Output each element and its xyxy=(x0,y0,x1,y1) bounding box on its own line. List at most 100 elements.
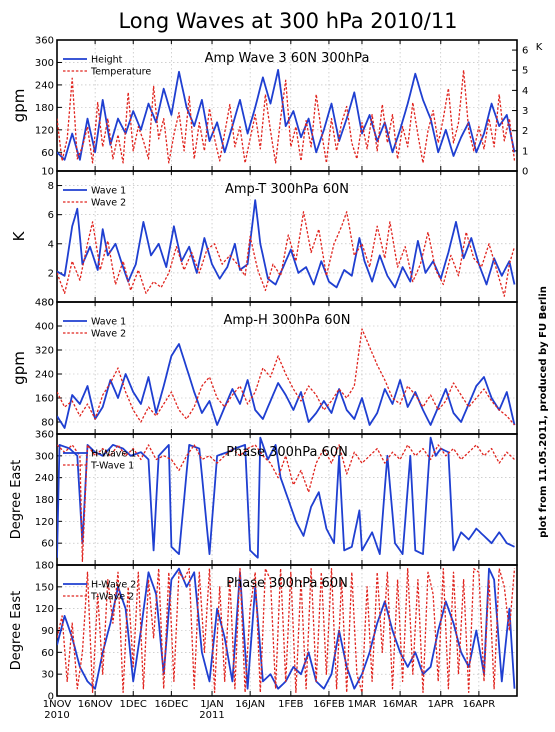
series-line-temperature xyxy=(57,69,516,164)
y-tick-label: 180 xyxy=(35,103,54,114)
panel-title: Amp-H 300hPa 60N xyxy=(223,313,350,328)
y-tick-label: 90 xyxy=(41,626,54,637)
legend-entry: Temperature xyxy=(90,67,151,78)
y-right-tick-label: 1 xyxy=(522,146,528,157)
y-tick-label: 120 xyxy=(35,125,54,136)
y-axis-label: gpm xyxy=(10,89,28,123)
x-tick-label: 1APR xyxy=(428,699,454,710)
x-tick-sublabel: 2010 xyxy=(44,710,69,721)
y-axis-label: K xyxy=(10,230,28,241)
series-line-wave-1 xyxy=(57,343,516,429)
panel-4-series xyxy=(57,436,515,563)
series-line-height xyxy=(57,69,516,161)
panel-1-grid xyxy=(56,40,517,171)
y-tick-label: 30 xyxy=(41,670,54,681)
y-right-tick-label: 0 xyxy=(522,167,528,178)
y-right-tick-label: 6 xyxy=(522,46,528,57)
panel-title: Phase 300hPa 60N xyxy=(226,576,348,591)
y-tick-label: 0 xyxy=(48,298,54,309)
y-axis-label: Degree East xyxy=(9,591,24,671)
credit-note: plot from 11.05.2011, produced by FU Ber… xyxy=(538,286,549,538)
y-tick-label: 4 xyxy=(48,239,54,250)
y-tick-label: 6 xyxy=(48,210,54,221)
x-tick-label: 1NOV xyxy=(43,699,72,710)
x-tick-label: 16APR xyxy=(463,699,496,710)
y-tick-label: 2 xyxy=(48,268,54,279)
series-line-h-wave-1 xyxy=(57,436,515,559)
y-tick-label: 10 xyxy=(41,167,54,178)
x-tick-label: 16JAN xyxy=(235,699,265,710)
y-tick-label: 320 xyxy=(35,346,54,357)
panel-2-series xyxy=(57,199,516,297)
x-tick-label: 16DEC xyxy=(154,699,188,710)
panel-5-series xyxy=(57,567,516,694)
x-tick-label: 1FEB xyxy=(278,699,303,710)
y-tick-label: 60 xyxy=(41,148,54,159)
y-right-tick-label: 5 xyxy=(522,66,528,77)
panel-1-series xyxy=(57,69,516,164)
figure-title: Long Waves at 300 hPa 2010/11 xyxy=(118,9,457,33)
y-tick-label: 360 xyxy=(35,36,54,47)
y-tick-label: 180 xyxy=(35,495,54,506)
legend-entry: Height xyxy=(91,55,123,66)
series-line-wave-1 xyxy=(57,199,516,289)
panel-title: Amp-T 300hPa 60N xyxy=(225,182,349,197)
panel-5: 0 30 60 90 120 150 180 Degree East H-Wave 2T-Wav… xyxy=(9,561,518,703)
series-line-t-wave-2 xyxy=(57,567,516,694)
y-tick-label: 240 xyxy=(35,80,54,91)
legend-entry: T-Wave 2 xyxy=(90,592,134,603)
x-tick-label: 1DEC xyxy=(120,699,147,710)
y-right-tick-label: 2 xyxy=(522,126,528,137)
panel-4: 60 120 180 240 300 360 Degree East H-Wave 1T-Wa… xyxy=(9,430,518,566)
legend-entry: Wave 1 xyxy=(91,186,126,197)
y-tick-label: 360 xyxy=(35,430,54,441)
y-tick-label: 300 xyxy=(35,58,54,69)
legend-entry: H-Wave 2 xyxy=(91,580,136,591)
x-tick-label: 16NOV xyxy=(78,699,113,710)
series-line-t-wave-1 xyxy=(57,444,515,563)
y-right-tick-label: 4 xyxy=(522,86,528,97)
panel-3-series xyxy=(57,328,516,429)
y-tick-label: 0 xyxy=(48,692,54,703)
y-right-tick-label: 3 xyxy=(522,106,528,117)
panel-title: Amp Wave 3 60N 300hPa xyxy=(205,51,370,66)
panel-3-grid xyxy=(56,302,517,434)
y-tick-label: 160 xyxy=(35,394,54,405)
series-line-wave-2 xyxy=(57,328,515,426)
y-tick-label: 240 xyxy=(35,473,54,484)
panel-4-legend: H-Wave 1T-Wave 1 xyxy=(63,449,136,472)
y-tick-label: 480 xyxy=(35,298,54,309)
legend-entry: Wave 2 xyxy=(91,198,126,209)
y-tick-label: 60 xyxy=(41,539,54,550)
y-tick-label: 60 xyxy=(41,648,54,659)
y-axis-label: Degree East xyxy=(9,460,24,540)
legend-entry: Wave 2 xyxy=(91,329,126,340)
panel-5-legend: H-Wave 2T-Wave 2 xyxy=(63,580,136,603)
y-tick-label: 150 xyxy=(35,582,54,593)
x-tick-sublabel: 2011 xyxy=(199,710,224,721)
y-tick-label: 180 xyxy=(35,561,54,572)
y-tick-label: 8 xyxy=(48,181,54,192)
legend-entry: T-Wave 1 xyxy=(90,461,134,472)
x-tick-label: 16FEB xyxy=(313,699,345,710)
y-tick-label: 120 xyxy=(35,517,54,528)
legend-entry: H-Wave 1 xyxy=(91,449,136,460)
y-axis-label: gpm xyxy=(10,351,28,385)
x-tick-label: 16MAR xyxy=(383,699,418,710)
y-tick-label: 80 xyxy=(41,418,54,429)
y-tick-label: 400 xyxy=(35,322,54,333)
x-tick-label: 1MAR xyxy=(348,699,377,710)
panel-title: Phase 300hPa 60N xyxy=(226,445,348,460)
x-tick-label: 1JAN xyxy=(200,699,223,710)
legend-entry: Wave 1 xyxy=(91,317,126,328)
series-line-wave-2 xyxy=(57,211,516,297)
